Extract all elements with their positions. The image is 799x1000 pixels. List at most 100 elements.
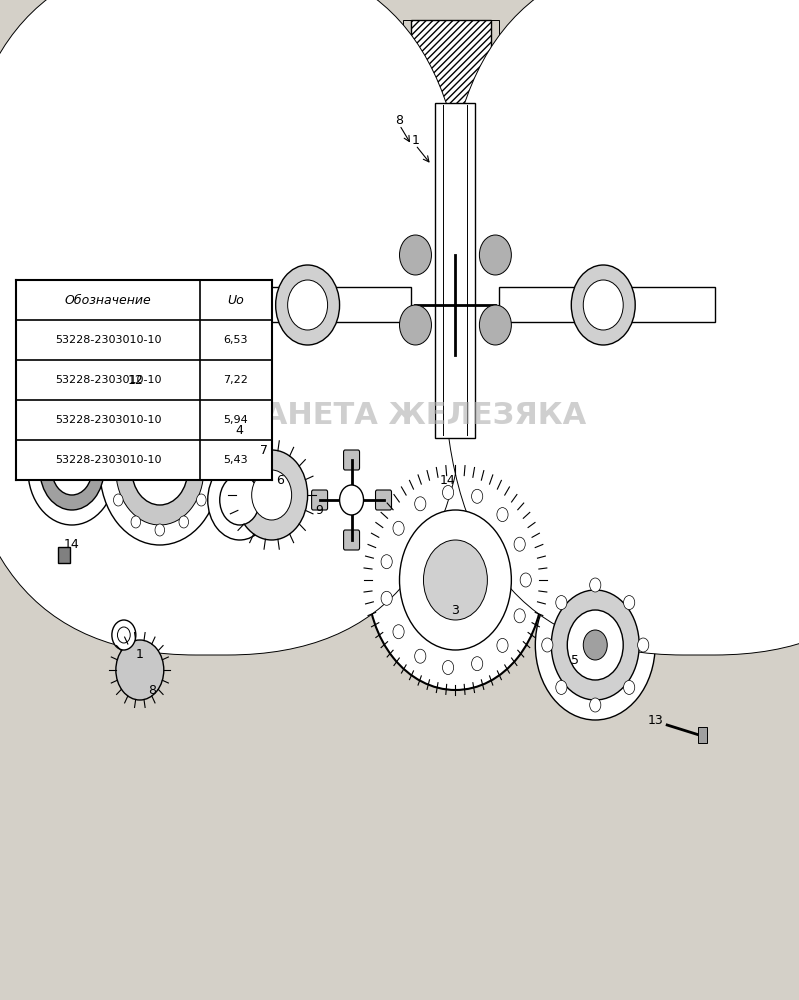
- Circle shape: [393, 625, 404, 639]
- Circle shape: [197, 494, 206, 506]
- Circle shape: [381, 591, 392, 605]
- Polygon shape: [240, 138, 651, 438]
- Text: 53228-2303010-10: 53228-2303010-10: [55, 335, 161, 345]
- Circle shape: [443, 485, 454, 499]
- Circle shape: [52, 445, 92, 495]
- Circle shape: [638, 638, 649, 652]
- Bar: [16, 280, 272, 480]
- Circle shape: [340, 485, 364, 515]
- Text: 3: 3: [451, 603, 459, 616]
- Text: ПЛАНЕТА ЖЕЛЕЗЯКА: ПЛАНЕТА ЖЕЛЕЗЯКА: [213, 400, 586, 430]
- Circle shape: [514, 537, 525, 551]
- Text: 12: 12: [128, 373, 144, 386]
- FancyBboxPatch shape: [344, 450, 360, 470]
- Circle shape: [117, 627, 130, 643]
- Circle shape: [471, 657, 483, 671]
- Circle shape: [497, 638, 508, 652]
- FancyBboxPatch shape: [443, 0, 799, 655]
- Polygon shape: [200, 105, 703, 465]
- Circle shape: [415, 497, 426, 511]
- Text: 1: 1: [136, 648, 144, 662]
- Circle shape: [400, 235, 431, 275]
- Text: 1: 1: [411, 133, 419, 146]
- Circle shape: [623, 596, 634, 610]
- Circle shape: [535, 570, 655, 720]
- FancyBboxPatch shape: [184, 240, 240, 370]
- Text: Uo: Uo: [228, 294, 244, 306]
- Text: 8: 8: [148, 684, 156, 696]
- Text: 4: 4: [236, 424, 244, 436]
- FancyBboxPatch shape: [0, 0, 467, 655]
- Text: 5,94: 5,94: [224, 415, 248, 425]
- Circle shape: [556, 596, 567, 610]
- Bar: [499, 287, 715, 322]
- Circle shape: [197, 434, 206, 446]
- Text: 53228-2303010-10: 53228-2303010-10: [55, 375, 161, 385]
- Circle shape: [590, 698, 601, 712]
- Circle shape: [40, 430, 104, 510]
- Text: 8: 8: [396, 113, 403, 126]
- Text: 5,43: 5,43: [224, 455, 248, 465]
- Circle shape: [393, 521, 404, 535]
- Circle shape: [542, 638, 553, 652]
- Circle shape: [28, 415, 116, 525]
- Bar: [58, 547, 70, 563]
- Circle shape: [471, 489, 483, 503]
- Circle shape: [179, 516, 189, 528]
- Circle shape: [116, 640, 164, 700]
- Circle shape: [443, 661, 454, 675]
- Circle shape: [567, 610, 623, 680]
- Text: 13: 13: [647, 714, 663, 726]
- Bar: [16, 280, 272, 320]
- Circle shape: [208, 460, 272, 540]
- FancyBboxPatch shape: [344, 530, 360, 550]
- Circle shape: [423, 540, 487, 620]
- Circle shape: [131, 516, 141, 528]
- Circle shape: [220, 475, 260, 525]
- Bar: [196, 287, 411, 322]
- Text: 6: 6: [276, 474, 284, 487]
- Circle shape: [113, 494, 123, 506]
- FancyBboxPatch shape: [312, 490, 328, 510]
- Bar: [698, 727, 707, 743]
- Text: 9: 9: [316, 504, 324, 516]
- Circle shape: [400, 510, 511, 650]
- Circle shape: [112, 620, 136, 650]
- Circle shape: [571, 265, 635, 345]
- Circle shape: [415, 649, 426, 663]
- Circle shape: [288, 280, 328, 330]
- Circle shape: [155, 404, 165, 416]
- FancyBboxPatch shape: [376, 490, 392, 510]
- Circle shape: [623, 680, 634, 694]
- Circle shape: [100, 395, 220, 545]
- Circle shape: [381, 555, 392, 569]
- Circle shape: [252, 470, 292, 520]
- Text: Обозначение: Обозначение: [65, 294, 151, 306]
- Bar: [403, 20, 499, 120]
- FancyBboxPatch shape: [671, 240, 727, 370]
- Circle shape: [131, 412, 141, 424]
- Circle shape: [203, 464, 213, 476]
- Circle shape: [132, 435, 188, 505]
- Bar: [411, 20, 491, 105]
- Text: 5: 5: [571, 654, 579, 666]
- Circle shape: [276, 265, 340, 345]
- Text: 7: 7: [260, 444, 268, 456]
- Text: 14: 14: [64, 538, 80, 552]
- Text: 7,22: 7,22: [224, 375, 248, 385]
- Circle shape: [590, 578, 601, 592]
- Circle shape: [116, 415, 204, 525]
- Text: 53228-2303010-10: 53228-2303010-10: [55, 415, 161, 425]
- Circle shape: [520, 573, 531, 587]
- Bar: [435, 103, 475, 438]
- Circle shape: [479, 235, 511, 275]
- Circle shape: [107, 464, 117, 476]
- Circle shape: [155, 524, 165, 536]
- Circle shape: [368, 470, 543, 690]
- Circle shape: [497, 508, 508, 522]
- Circle shape: [113, 434, 123, 446]
- Circle shape: [400, 305, 431, 345]
- Circle shape: [179, 412, 189, 424]
- Circle shape: [479, 305, 511, 345]
- Text: 14: 14: [439, 474, 455, 487]
